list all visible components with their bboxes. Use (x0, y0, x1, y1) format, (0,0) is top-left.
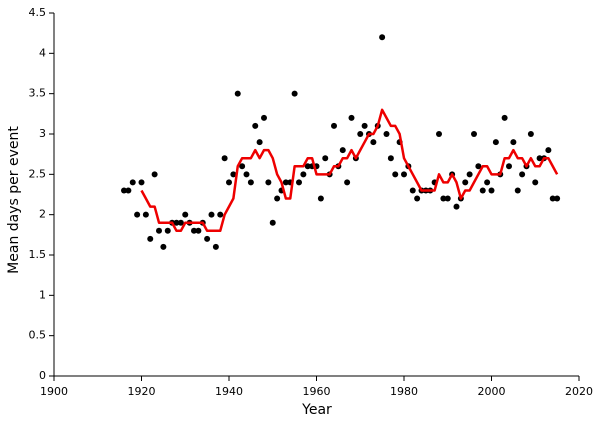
data-point (296, 179, 302, 186)
data-point (510, 139, 517, 146)
data-point (501, 114, 508, 121)
data-point (545, 147, 552, 154)
y-tick-label: 2 (39, 208, 46, 221)
data-point (121, 187, 127, 194)
data-point (414, 195, 421, 202)
data-point (208, 211, 215, 218)
data-point (379, 34, 386, 41)
x-axis-title: Year (301, 402, 332, 418)
data-point (226, 179, 232, 186)
data-point (532, 179, 539, 186)
data-point (304, 163, 311, 170)
y-axis-title: Mean days per event (6, 126, 22, 274)
data-point (344, 179, 351, 186)
data-point (549, 195, 556, 202)
y-tick-label: 4 (39, 46, 46, 59)
data-point (317, 195, 324, 202)
data-point (173, 219, 180, 226)
data-point (230, 171, 237, 178)
data-point (322, 155, 329, 162)
data-point (129, 179, 136, 186)
data-point (151, 171, 158, 178)
data-point (401, 171, 407, 178)
data-point (348, 114, 355, 121)
data-point (514, 187, 521, 194)
y-tick-label: 3 (39, 127, 46, 140)
data-point (471, 131, 477, 137)
data-point (191, 227, 197, 234)
x-tick-label: 1900 (40, 385, 68, 398)
data-point (370, 139, 377, 146)
x-tick-label: 1960 (303, 385, 331, 398)
data-point (409, 187, 416, 194)
y-tick-label: 0.5 (29, 329, 47, 342)
data-point (156, 227, 162, 234)
y-tick-label: 1 (39, 288, 46, 301)
x-tick-label: 1920 (128, 385, 156, 398)
data-point (339, 147, 346, 154)
data-point (462, 179, 469, 186)
data-point (291, 90, 298, 97)
data-point (282, 179, 289, 186)
data-point (243, 171, 250, 178)
data-point (383, 131, 390, 137)
data-point (142, 211, 149, 218)
data-point (274, 195, 281, 202)
data-point (484, 179, 491, 186)
data-point (182, 211, 189, 218)
data-point (436, 131, 442, 137)
data-point (265, 179, 272, 186)
data-point (519, 171, 526, 178)
y-tick-label: 3.5 (29, 87, 47, 100)
data-point (392, 171, 399, 178)
x-tick-label: 1940 (215, 385, 243, 398)
data-point (331, 122, 337, 129)
data-point (221, 155, 228, 162)
data-point (239, 163, 246, 170)
moving-average-line (140, 108, 559, 233)
data-point (125, 187, 132, 194)
data-point (160, 243, 167, 250)
data-point (475, 163, 482, 170)
data-point (147, 235, 154, 242)
y-tick-label: 4.5 (29, 6, 47, 19)
data-point (217, 211, 224, 218)
data-point (134, 211, 141, 218)
y-tick-label: 2.5 (29, 167, 47, 180)
data-point (453, 203, 460, 210)
data-point (492, 139, 499, 146)
y-tick-label: 0 (39, 369, 46, 382)
data-point (234, 90, 241, 97)
data-point (357, 131, 364, 137)
data-point (536, 155, 543, 162)
data-point (164, 227, 171, 234)
data-point (204, 235, 211, 242)
data-point (269, 219, 276, 226)
data-point (212, 243, 219, 250)
x-tick-label: 2020 (565, 385, 593, 398)
data-point (527, 131, 534, 137)
data-point (195, 227, 202, 234)
data-point (361, 122, 368, 129)
data-point (300, 171, 307, 178)
data-point (256, 139, 263, 146)
y-tick-label: 1.5 (29, 248, 47, 261)
data-point (387, 155, 394, 162)
data-point (479, 187, 486, 194)
data-point (466, 171, 473, 178)
data-point (488, 187, 495, 194)
data-point (506, 163, 512, 170)
x-tick-label: 1980 (390, 385, 418, 398)
data-point (444, 195, 451, 202)
data-point (138, 179, 145, 186)
data-point (440, 195, 447, 202)
data-point (252, 122, 259, 129)
data-point (177, 219, 184, 226)
data-point (247, 179, 254, 186)
x-tick-label: 2000 (478, 385, 506, 398)
data-point (554, 195, 561, 202)
data-point (261, 114, 267, 121)
